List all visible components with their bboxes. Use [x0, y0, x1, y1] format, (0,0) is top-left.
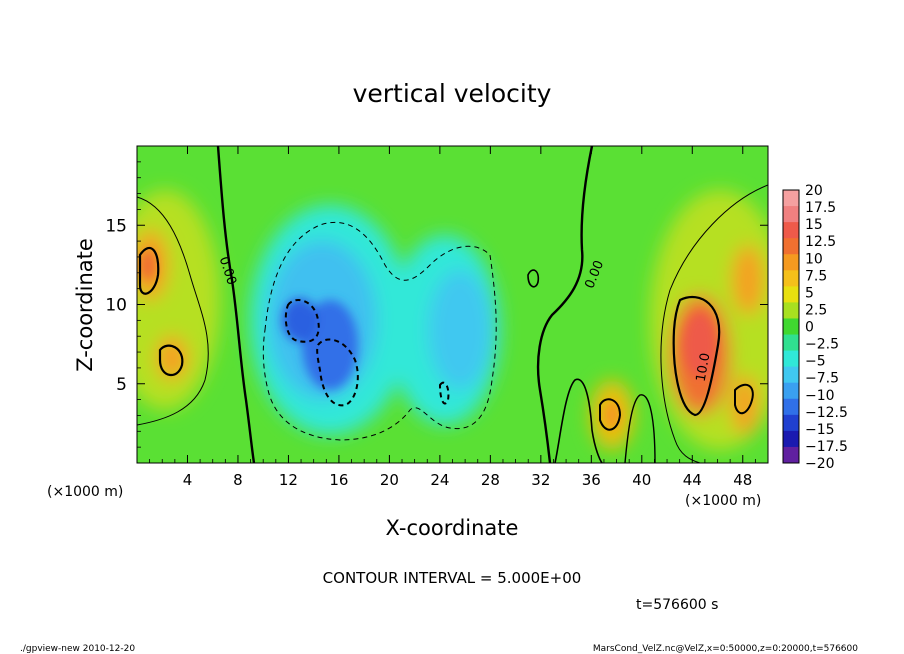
- small-contour: [527, 269, 540, 288]
- x-tick-label: 8: [233, 471, 243, 489]
- downdraft-mid-2: [428, 270, 492, 390]
- colorbar-label: −7.5: [805, 371, 839, 387]
- colorbar-swatch: [783, 270, 799, 287]
- y-axis: 5 10 15: [105, 161, 768, 448]
- dashed-contours: [262, 221, 497, 441]
- downdraft-core-2: [282, 298, 318, 342]
- x-tick-label: 48: [733, 471, 752, 489]
- zero-contour-right: [536, 146, 594, 463]
- colorbar-swatch: [783, 398, 799, 416]
- colorbar-label: −10: [805, 388, 835, 404]
- colorbar-label: 20: [805, 183, 823, 199]
- x-tick-label: 32: [531, 471, 550, 489]
- colorbar-swatch: [783, 222, 799, 239]
- colorbar-label: 0: [805, 320, 814, 336]
- x-tick-label: 12: [279, 471, 298, 489]
- colorbar-swatch: [783, 286, 799, 303]
- ten-contour-left-2: [158, 344, 184, 376]
- x-axis: 4 8 12 16 20 24 28 32 36 40 44 48: [149, 146, 756, 489]
- y-tick-label: 15: [105, 216, 127, 236]
- colorbar-swatch: [783, 382, 799, 400]
- thin-contour-right: [660, 184, 768, 463]
- colorbar-swatch: [783, 206, 799, 223]
- ten-contour-right-2: [734, 383, 754, 415]
- colorbar-swatch: [783, 446, 799, 464]
- y-axis-label: Z-coordinate: [73, 238, 97, 372]
- x-tick-label: 44: [683, 471, 702, 489]
- contour-lines: [137, 146, 768, 463]
- colorbar-label: −15: [805, 422, 835, 438]
- thin-contour-left: [137, 196, 209, 426]
- colorbar-swatch: [783, 366, 799, 384]
- low-core: [604, 401, 620, 429]
- colorbar-label: −2.5: [805, 337, 839, 353]
- x-unit-label-right: (×1000 m): [685, 493, 761, 509]
- zero-contour-left: [216, 146, 256, 463]
- colorbar-label: 12.5: [805, 234, 836, 250]
- colorbar-label: 10: [805, 251, 823, 267]
- x-unit-label-left: (×1000 m): [47, 484, 123, 500]
- contour-label-ten: 10.0: [694, 352, 714, 383]
- x-tick-label: 36: [582, 471, 601, 489]
- low-contour: [599, 398, 622, 431]
- colorbar-swatch: [783, 414, 799, 432]
- colorbar-label: 2.5: [805, 302, 827, 318]
- colorbar-label: 7.5: [805, 268, 827, 284]
- colorbar-label: 5: [805, 285, 814, 301]
- colorbar-label: −20: [805, 456, 835, 472]
- neg-contour-outer: [262, 221, 497, 441]
- low-hump-contour-2: [624, 394, 656, 463]
- heatmap-field: 0.00 0.00 10.0: [137, 146, 768, 463]
- x-tick-label: 4: [183, 471, 193, 489]
- colorbar-label: 17.5: [805, 200, 836, 216]
- colorbar-frame: [782, 189, 800, 464]
- x-axis-label: X-coordinate: [386, 516, 519, 540]
- contour-interval-text: CONTOUR INTERVAL = 5.000E+00: [323, 569, 582, 587]
- time-text: t=576600 s: [636, 597, 718, 613]
- footer-program: ./gpview-new 2010-12-20: [20, 644, 135, 654]
- x-tick-label: 28: [481, 471, 500, 489]
- colorbar-label: 15: [805, 217, 823, 233]
- colorbar-swatch: [783, 302, 799, 319]
- neg-contour-core-2: [316, 338, 359, 407]
- ten-contour-left: [138, 247, 160, 295]
- colorbar-swatch: [783, 350, 799, 368]
- colorbar-swatch: [783, 334, 799, 352]
- y-tick-label: 5: [116, 375, 127, 395]
- chart-title: vertical velocity: [353, 79, 552, 108]
- colorbar-swatch: [783, 254, 799, 271]
- x-tick-label: 24: [430, 471, 449, 489]
- low-hump-contour: [554, 378, 603, 463]
- colorbar-swatch: [783, 238, 799, 255]
- colorbar-label: −12.5: [805, 405, 848, 421]
- x-tick-label: 20: [380, 471, 399, 489]
- colorbar-swatch: [783, 430, 799, 448]
- colorbar-swatch: [783, 190, 799, 207]
- colorbar-label: −5: [805, 354, 826, 370]
- x-tick-label: 16: [329, 471, 348, 489]
- neg-contour-small: [438, 381, 450, 405]
- ten-contour-right: [672, 295, 721, 417]
- footer-source: MarsCond_VelZ.nc@VelZ,x=0:50000,z=0:2000…: [593, 644, 858, 654]
- colorbar-label: −17.5: [805, 439, 848, 455]
- right-core: [684, 313, 716, 377]
- colorbar-swatch: [783, 318, 799, 336]
- x-tick-label: 40: [632, 471, 651, 489]
- right-hot-region-2: [732, 245, 764, 315]
- neg-contour-core: [284, 299, 320, 343]
- left-core: [140, 250, 156, 280]
- y-tick-label: 10: [105, 296, 127, 316]
